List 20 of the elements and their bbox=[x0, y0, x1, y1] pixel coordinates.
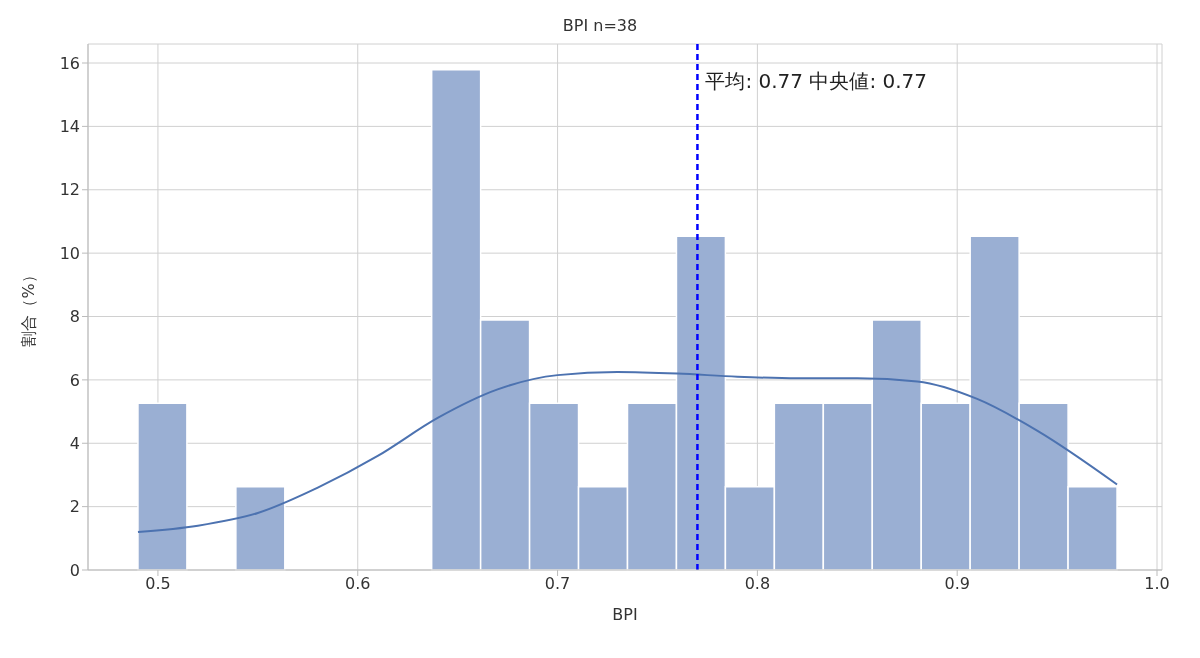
y-tick-label: 2 bbox=[69, 497, 80, 517]
line-series bbox=[136, 370, 1119, 533]
y-tick-label: 4 bbox=[69, 433, 80, 453]
x-axis-title: BPI bbox=[612, 605, 638, 624]
y-tick-label: 16 bbox=[59, 53, 80, 73]
y-axis-title: 割合（%） bbox=[18, 267, 38, 347]
y-tick-label: 12 bbox=[59, 180, 80, 200]
x-tick-label: 0.5 bbox=[145, 574, 171, 594]
y-tick-label: 0 bbox=[69, 560, 80, 580]
y-tick-label: 10 bbox=[59, 243, 80, 263]
x-tick-label: 0.6 bbox=[345, 574, 371, 594]
x-tick-label: 0.9 bbox=[944, 574, 970, 594]
x-tick-label: 0.7 bbox=[544, 574, 571, 594]
x-tick-label: 1.0 bbox=[1144, 574, 1170, 594]
ref-line-label: 平均: 0.77 中央値: 0.77 bbox=[705, 69, 928, 94]
x-tick-label: 0.8 bbox=[744, 574, 771, 594]
y-tick-label: 6 bbox=[69, 370, 80, 390]
y-tick-label: 14 bbox=[59, 117, 80, 137]
chart-title: BPI n=38 bbox=[561, 16, 639, 35]
y-tick-label: 8 bbox=[69, 307, 80, 327]
